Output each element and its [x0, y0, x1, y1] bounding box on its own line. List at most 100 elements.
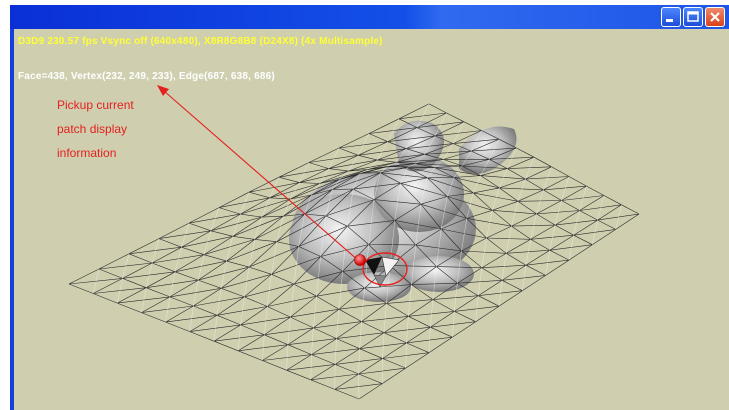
mesh-edge — [568, 235, 574, 261]
annotation-line: patch display — [57, 122, 128, 136]
mesh-edge — [261, 194, 312, 218]
mesh-edge — [68, 283, 94, 294]
mesh-edge — [568, 176, 587, 187]
mesh-edge — [364, 244, 369, 289]
mesh-edge — [373, 183, 401, 200]
mesh-edge — [261, 215, 284, 218]
mesh-edge — [290, 284, 295, 318]
mesh-edge — [386, 284, 412, 304]
mesh-scene[interactable] — [14, 29, 729, 410]
mesh-edge — [328, 155, 359, 169]
mesh-edge — [240, 306, 268, 326]
mesh-edge — [334, 348, 360, 365]
mesh-edge — [522, 265, 527, 291]
mesh-edge — [269, 182, 300, 199]
mesh-edge — [387, 141, 407, 149]
mesh-edge — [525, 249, 550, 266]
mesh-edge — [522, 275, 546, 291]
mesh-edge — [466, 218, 487, 239]
mesh-edge — [254, 215, 284, 240]
mesh-edge — [213, 340, 239, 352]
mesh-edge — [452, 121, 465, 144]
mesh-edge — [267, 306, 291, 318]
mesh-edge — [453, 177, 500, 189]
mesh-edge — [93, 287, 147, 294]
mesh-edge — [360, 172, 381, 174]
mesh-edge — [122, 262, 153, 279]
mesh-edge — [282, 198, 291, 217]
mesh-edge — [454, 295, 479, 312]
pick-point-marker — [354, 254, 366, 266]
mesh-edge — [141, 287, 147, 313]
mesh-edge — [443, 159, 463, 167]
mesh-edge — [298, 225, 348, 247]
mesh-edge — [462, 159, 490, 167]
mesh-edge — [499, 178, 526, 189]
mesh-edge — [203, 239, 255, 255]
annotation-label: Pickup current patch display information — [57, 93, 197, 165]
mesh-edge — [193, 288, 222, 307]
close-button[interactable] — [705, 7, 725, 27]
title-bar[interactable] — [10, 5, 729, 30]
mesh-edge — [415, 163, 463, 167]
mesh-edge — [298, 246, 321, 257]
mesh-edge — [286, 364, 336, 371]
mesh-edge — [361, 321, 385, 333]
mesh-edge — [511, 213, 537, 227]
mesh-edge — [471, 138, 500, 152]
mesh-edge — [447, 192, 474, 197]
mesh-edge — [434, 167, 455, 178]
mesh-edge — [579, 195, 605, 211]
mesh-edge — [311, 179, 340, 196]
mesh-edge — [368, 159, 378, 170]
mesh-edge — [396, 148, 407, 163]
mesh-edge — [244, 267, 250, 297]
mesh-edge — [373, 172, 381, 200]
mesh-edge — [454, 283, 458, 312]
close-icon — [710, 12, 720, 22]
mesh-edge — [353, 188, 375, 200]
mesh-edge — [158, 222, 190, 239]
wireframe-mesh — [68, 103, 640, 400]
minimize-button[interactable] — [661, 7, 681, 27]
mesh-edge — [573, 219, 598, 236]
mesh-edge — [216, 315, 241, 326]
mesh-edge — [400, 183, 422, 205]
mesh-edge — [441, 228, 487, 239]
mesh-edge — [411, 284, 434, 300]
annotation-arrow — [157, 85, 360, 262]
maximize-button[interactable] — [683, 7, 703, 27]
mesh-edge — [338, 147, 359, 156]
mesh-edge — [338, 308, 362, 322]
mesh-edge — [358, 148, 407, 156]
mesh-edge — [276, 241, 299, 247]
mesh-edge — [543, 176, 570, 191]
mesh-edge — [311, 189, 333, 196]
mesh-edge — [505, 226, 512, 254]
mesh-edge — [193, 305, 218, 316]
mesh-edge — [248, 191, 270, 199]
mesh-edge — [158, 230, 211, 239]
selected-patch[interactable] — [365, 256, 400, 288]
mesh-edge — [298, 213, 305, 247]
render-viewport[interactable]: D3D9 230.57 fps Vsync off (640x480), X8R… — [14, 29, 729, 410]
mesh-edge — [579, 204, 622, 211]
mesh-edge — [380, 166, 389, 173]
mesh-edge — [377, 159, 397, 163]
mesh-edge — [308, 147, 340, 163]
mesh-edge — [498, 290, 523, 307]
mesh-edge — [415, 204, 422, 245]
mesh-edge — [174, 271, 199, 281]
mesh-edge — [262, 334, 265, 361]
mesh-edge — [383, 316, 409, 333]
mesh-edge — [530, 224, 556, 240]
mesh-edge — [545, 259, 570, 276]
mesh-edge — [364, 287, 387, 304]
mesh-edge — [128, 246, 182, 255]
mesh-edge — [498, 280, 503, 307]
mesh-edge — [316, 271, 343, 297]
mesh-edge — [254, 213, 305, 240]
mesh-edge — [427, 177, 448, 197]
mesh-edge — [499, 187, 544, 191]
